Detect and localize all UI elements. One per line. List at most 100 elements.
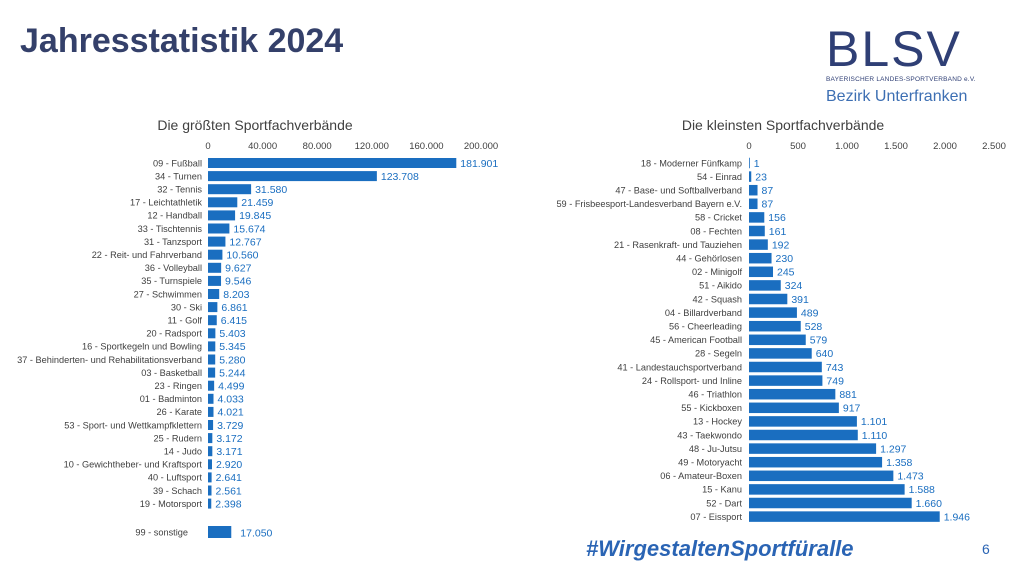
data-label: 31.580 <box>255 184 287 196</box>
data-label: 6.861 <box>221 302 247 314</box>
x-tick-label: 40.000 <box>248 141 277 152</box>
bar <box>749 470 894 482</box>
bar <box>208 184 252 195</box>
data-label: 1.101 <box>861 416 887 428</box>
data-label: 391 <box>791 294 809 306</box>
bar <box>749 307 797 318</box>
data-label: 5.403 <box>219 328 245 340</box>
data-label: 3.171 <box>216 446 242 458</box>
bar <box>208 485 212 496</box>
category-label: 09 - Fußball <box>153 158 202 168</box>
x-tick-label: 120.000 <box>355 141 389 152</box>
data-label: 2.398 <box>215 498 241 510</box>
category-label: 10 - Gewichtheber- und Kraftsport <box>64 460 203 470</box>
bar <box>749 429 858 441</box>
bar <box>208 393 214 404</box>
data-label: 640 <box>816 348 834 360</box>
x-tick-label: 200.000 <box>464 141 498 152</box>
category-label: 23 - Ringen <box>155 381 203 391</box>
bar <box>208 406 214 417</box>
data-label: 1.358 <box>886 457 912 469</box>
logo-region-name: Unterfranken <box>874 88 968 105</box>
category-label: 06 - Amateur-Boxen <box>660 471 742 481</box>
bar <box>208 354 216 365</box>
bar <box>208 367 216 378</box>
x-tick-label: 0 <box>205 141 210 152</box>
category-label: 31 - Tanzsport <box>144 237 202 247</box>
x-tick-label: 80.000 <box>303 141 332 152</box>
bar <box>208 262 222 273</box>
bar <box>749 225 765 237</box>
logo-region-prefix: Bezirk <box>826 88 875 105</box>
category-label: 03 - Basketball <box>141 368 202 378</box>
category-label: 33 - Tischtennis <box>138 224 203 234</box>
category-label: 13 - Hockey <box>693 417 742 427</box>
data-label: 245 <box>777 267 795 279</box>
data-label: 4.021 <box>217 407 243 419</box>
category-label: 49 - Motoryacht <box>678 458 742 468</box>
data-label: 8.203 <box>223 289 249 301</box>
x-tick-label: 1.000 <box>835 141 859 152</box>
x-tick-label: 2.000 <box>933 141 957 152</box>
category-label: 04 - Billardverband <box>665 308 742 318</box>
bar <box>208 249 223 260</box>
bar <box>749 320 801 332</box>
data-label: 3.172 <box>216 433 242 445</box>
category-label: 34 - Turnen <box>155 171 202 181</box>
bar <box>749 361 822 373</box>
category-label: 48 - Ju-Jutsu <box>689 444 742 454</box>
bar <box>208 472 212 483</box>
bar <box>208 197 238 208</box>
data-label: 1.946 <box>944 511 970 523</box>
category-label: 16 - Sportkegeln und Bowling <box>82 342 202 352</box>
bar <box>749 511 940 522</box>
page-title: Jahresstatistik 2024 <box>20 22 344 60</box>
category-label: 41 - Landestauchsportverband <box>617 362 742 372</box>
data-label: 6.415 <box>221 315 247 327</box>
data-label: 1.588 <box>909 484 935 496</box>
page-number: 6 <box>982 541 990 557</box>
category-label: 53 - Sport- und Wettkampfklettern <box>64 420 202 430</box>
category-label: 55 - Kickboxen <box>681 403 742 413</box>
bar <box>749 171 752 182</box>
category-label: 47 - Base- und Softballverband <box>615 186 742 196</box>
bar-other <box>208 526 232 538</box>
bar <box>749 252 772 264</box>
data-label: 161 <box>769 226 787 238</box>
data-label: 528 <box>805 321 823 333</box>
bar <box>208 302 218 313</box>
data-label: 5.244 <box>219 367 245 379</box>
x-tick-label: 2.500 <box>982 141 1006 152</box>
bar <box>749 280 781 291</box>
category-label: 46 - Triathlon <box>688 390 742 400</box>
category-label: 25 - Rudern <box>153 433 202 443</box>
category-label: 36 - Volleyball <box>145 263 202 273</box>
bar <box>208 236 226 247</box>
category-label: 32 - Tennis <box>157 185 202 195</box>
hashtag-slogan: #WirgestaltenSportfüralle <box>586 536 854 561</box>
data-label: 123.708 <box>381 171 419 183</box>
data-label: 1.473 <box>897 471 923 483</box>
category-label: 27 - Schwimmen <box>134 289 202 299</box>
category-label: 22 - Reit- und Fahrverband <box>92 250 202 260</box>
bar <box>749 443 877 454</box>
blsv-logo: BLSV BAYERISCHER LANDES-SPORTVERBAND e.V… <box>826 24 996 114</box>
category-label: 11 - Golf <box>167 316 202 326</box>
data-label: 87 <box>762 185 774 197</box>
category-label: 30 - Ski <box>171 302 202 312</box>
category-label: 18 - Moderner Fünfkamp <box>641 158 742 168</box>
category-label: 39 - Schach <box>153 486 202 496</box>
logo-region: Bezirk Unterfranken <box>826 88 967 106</box>
category-label: 40 - Luftsport <box>148 473 203 483</box>
data-label: 749 <box>826 375 844 387</box>
bar <box>208 158 457 168</box>
category-label: 42 - Squash <box>692 294 742 304</box>
data-label: 1.297 <box>880 443 906 455</box>
bar <box>749 388 836 400</box>
category-label: 01 - Badminton <box>140 394 202 404</box>
data-label: 2.641 <box>216 472 242 484</box>
data-label: 19.845 <box>239 210 271 222</box>
data-label: 2.920 <box>216 459 242 471</box>
data-label: 5.280 <box>219 354 245 366</box>
bar <box>208 223 230 234</box>
